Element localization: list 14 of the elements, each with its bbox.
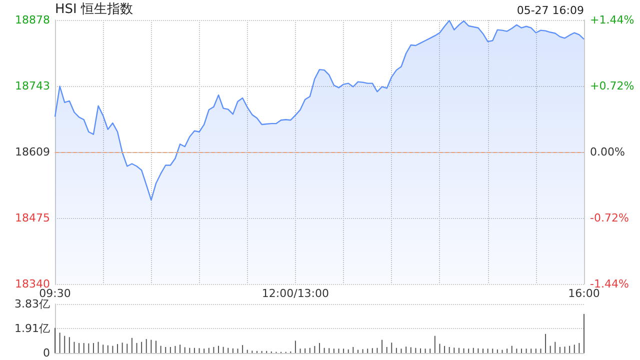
chart-title: HSI 恒生指数 <box>55 2 133 17</box>
y-tick-label: 3.83亿 <box>14 298 50 310</box>
x-tick-label: 12:00/13:00 <box>262 287 330 300</box>
y2-tick-label: +0.72% <box>590 80 634 92</box>
text: 05-27 16:09 <box>516 4 584 17</box>
y2-tick-label: -0.72% <box>590 212 629 224</box>
y-tick-label: 18743 <box>15 80 50 93</box>
y2-tick-label: +1.44% <box>590 14 634 26</box>
y-tick-label: 18475 <box>15 211 50 224</box>
y2-tick-label: 0.00% <box>590 146 625 158</box>
y-tick-label: 0 <box>43 346 50 360</box>
y-tick-label: 18609 <box>15 146 50 158</box>
y-tick-label: 18878 <box>15 14 50 26</box>
y-tick-label: 1.91亿 <box>14 322 50 336</box>
